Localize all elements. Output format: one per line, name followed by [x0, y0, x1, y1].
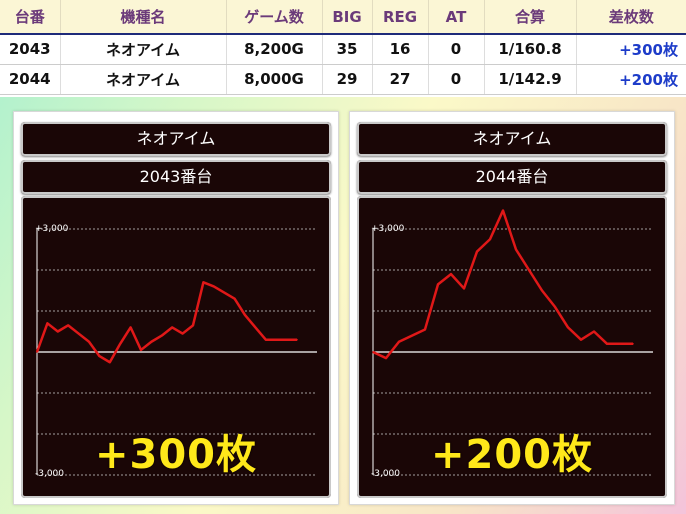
- data-point: [411, 334, 413, 337]
- data-point: [398, 340, 400, 343]
- slump-graph-svg: [35, 228, 317, 476]
- cell-diff: +200枚: [576, 64, 686, 95]
- panel-model-name: ネオアイム: [21, 122, 331, 156]
- data-point: [372, 351, 374, 353]
- data-point: [275, 338, 277, 341]
- data-point: [554, 306, 556, 308]
- cell-game-count: 8,200G: [226, 34, 323, 65]
- data-point: [171, 326, 173, 329]
- data-point: [285, 338, 288, 341]
- slump-graph: +3,000 -3,000 +200枚: [357, 196, 667, 498]
- data-point: [109, 361, 111, 364]
- slump-panel-2043: ネオアイム 2043番台 +3,000 -3,000 +300枚: [13, 111, 339, 505]
- header-diff: 差枚数: [576, 0, 686, 35]
- data-point: [77, 332, 80, 335]
- header-combined: 合算: [484, 0, 577, 35]
- cell-unit-number: 2043: [0, 34, 61, 65]
- header-at: AT: [428, 0, 485, 35]
- data-point: [140, 349, 142, 351]
- cell-unit-number: 2044: [0, 64, 61, 95]
- slump-graph: +3,000 -3,000 +300枚: [21, 196, 331, 498]
- data-point: [254, 326, 257, 329]
- data-point: [632, 343, 634, 345]
- data-point: [150, 340, 153, 343]
- data-point: [528, 269, 530, 271]
- data-point: [515, 248, 517, 251]
- cell-reg: 16: [372, 34, 429, 65]
- table-header-row: 台番 機種名 ゲーム数 BIG REG AT 合算 差枚数: [0, 0, 686, 35]
- data-point: [606, 343, 608, 345]
- header-reg: REG: [372, 0, 429, 35]
- cell-combined: 1/142.9: [484, 64, 577, 95]
- data-point: [233, 297, 236, 300]
- data-point: [223, 291, 225, 294]
- data-point: [437, 283, 439, 286]
- panel-unit-title: 2044番台: [357, 160, 667, 194]
- y-axis-bottom-label: -3,000: [35, 469, 65, 479]
- cell-game-count: 8,000G: [226, 64, 323, 95]
- data-point: [296, 338, 298, 341]
- data-point: [489, 238, 491, 241]
- table-row[interactable]: 2043 ネオアイム 8,200G 35 16 0 1/160.8 +300枚: [0, 34, 686, 65]
- header-model-name: 機種名: [60, 0, 227, 35]
- result-diff-text: +300枚: [94, 432, 257, 478]
- data-point: [88, 340, 90, 343]
- data-point: [119, 343, 121, 345]
- cell-big: 35: [322, 34, 373, 65]
- header-unit-number: 台番: [0, 0, 61, 35]
- data-point: [181, 332, 184, 335]
- data-point: [619, 343, 621, 345]
- data-point: [244, 314, 246, 316]
- data-point: [541, 289, 543, 292]
- cell-combined: 1/160.8: [484, 34, 577, 65]
- panel-model-name: ネオアイム: [357, 122, 667, 156]
- data-point: [567, 326, 569, 329]
- data-point: [98, 355, 101, 357]
- data-point: [202, 281, 205, 284]
- y-axis-bottom-label: -3,000: [371, 469, 401, 479]
- y-axis-top-label: +3,000: [371, 224, 405, 234]
- result-diff-text: +200枚: [430, 432, 593, 478]
- slump-panel-2044: ネオアイム 2044番台 +3,000 -3,000 +200枚: [349, 111, 675, 505]
- cell-at: 0: [428, 64, 485, 95]
- cell-model-name: ネオアイム: [60, 34, 227, 65]
- data-point: [213, 285, 215, 288]
- cell-reg: 27: [372, 64, 429, 95]
- data-point: [129, 326, 132, 329]
- data-point: [265, 338, 267, 341]
- machine-data-table: 台番 機種名 ゲーム数 BIG REG AT 合算 差枚数 2043 ネオアイム…: [0, 0, 686, 95]
- data-point: [593, 330, 595, 333]
- slump-line: [35, 281, 297, 364]
- data-point: [463, 287, 465, 290]
- header-game-count: ゲーム数: [226, 0, 323, 35]
- data-point: [502, 209, 504, 212]
- data-point: [192, 324, 194, 327]
- slump-graph-svg: [372, 209, 653, 476]
- data-point: [450, 273, 452, 275]
- data-point: [57, 330, 59, 333]
- cell-at: 0: [428, 34, 485, 65]
- data-table-container: 台番 機種名 ゲーム数 BIG REG AT 合算 差枚数 2043 ネオアイム…: [0, 0, 686, 97]
- data-point: [161, 334, 163, 337]
- data-point: [385, 357, 387, 359]
- data-point: [424, 328, 426, 331]
- header-big: BIG: [322, 0, 373, 35]
- cell-big: 29: [322, 64, 373, 95]
- data-point: [46, 322, 49, 325]
- cell-model-name: ネオアイム: [60, 64, 227, 95]
- data-point: [580, 338, 582, 341]
- data-point: [36, 351, 38, 353]
- data-point: [476, 250, 478, 253]
- panel-unit-title: 2043番台: [21, 160, 331, 194]
- table-row[interactable]: 2044 ネオアイム 8,000G 29 27 0 1/142.9 +200枚: [0, 64, 686, 95]
- cell-diff: +300枚: [576, 34, 686, 65]
- data-point: [67, 324, 69, 327]
- y-axis-top-label: +3,000: [35, 224, 69, 234]
